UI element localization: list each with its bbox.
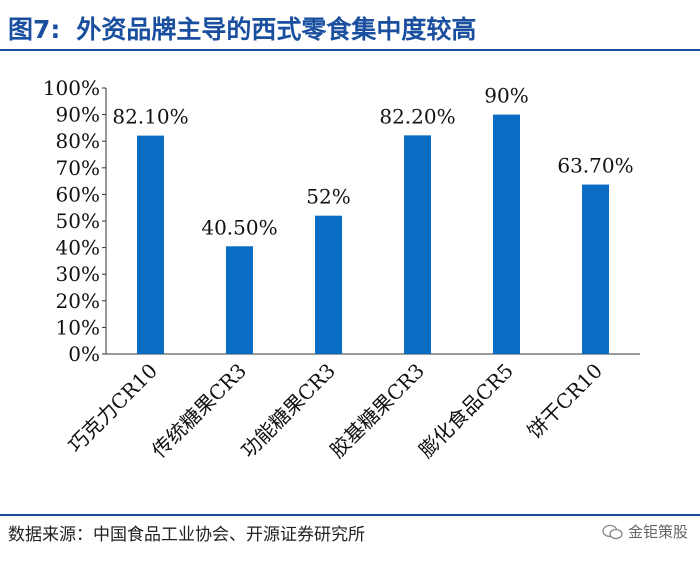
x-category-label: 巧克力CR10: [63, 359, 162, 458]
title-divider: [0, 49, 700, 51]
bar-data-label: 82.10%: [112, 105, 188, 129]
y-tick-label: 70%: [56, 156, 100, 180]
bar-data-label: 82.20%: [379, 104, 455, 128]
x-category-label: 胶基糖果CR3: [325, 359, 429, 463]
bar-data-label: 40.50%: [201, 215, 277, 239]
y-tick-label: 80%: [56, 129, 100, 153]
x-category-label: 传统糖果CR3: [147, 359, 251, 463]
watermark-text: 金钜策股: [627, 523, 688, 541]
y-tick-label: 100%: [43, 76, 100, 100]
figure-title: 图7: 外资品牌主导的西式零食集中度较高: [8, 10, 476, 46]
bar: [315, 215, 342, 354]
y-tick-label: 50%: [56, 209, 100, 233]
x-category-label: 功能糖果CR3: [236, 359, 340, 463]
bar: [404, 135, 431, 354]
data-source: 数据来源：中国食品工业协会、开源证券研究所: [8, 525, 365, 545]
y-tick-label: 90%: [56, 103, 100, 127]
bar: [226, 246, 253, 354]
bar: [493, 114, 520, 354]
y-tick-label: 30%: [56, 262, 100, 286]
bar-data-label: 52%: [306, 185, 350, 209]
bar: [582, 184, 609, 354]
figure-title-text: 外资品牌主导的西式零食集中度较高: [76, 15, 477, 44]
source-divider: [0, 514, 700, 516]
bar: [137, 135, 164, 354]
x-category-label: 饼干CR10: [522, 359, 607, 444]
bar-data-label: 90%: [484, 84, 528, 108]
y-tick-label: 40%: [56, 236, 100, 260]
x-category-label: 膨化食品CR5: [414, 359, 518, 463]
y-tick-label: 0%: [68, 342, 100, 366]
y-tick-label: 60%: [56, 182, 100, 206]
watermark: 金钜策股: [602, 521, 688, 542]
y-tick-label: 20%: [56, 289, 100, 313]
bar-chart: 0%10%20%30%40%50%60%70%80%90%100%82.10%巧…: [43, 76, 640, 463]
bar-data-label: 63.70%: [557, 154, 633, 178]
y-tick-label: 10%: [56, 315, 100, 339]
wechat-icon: [602, 524, 623, 539]
figure-number: 图7:: [8, 15, 61, 44]
